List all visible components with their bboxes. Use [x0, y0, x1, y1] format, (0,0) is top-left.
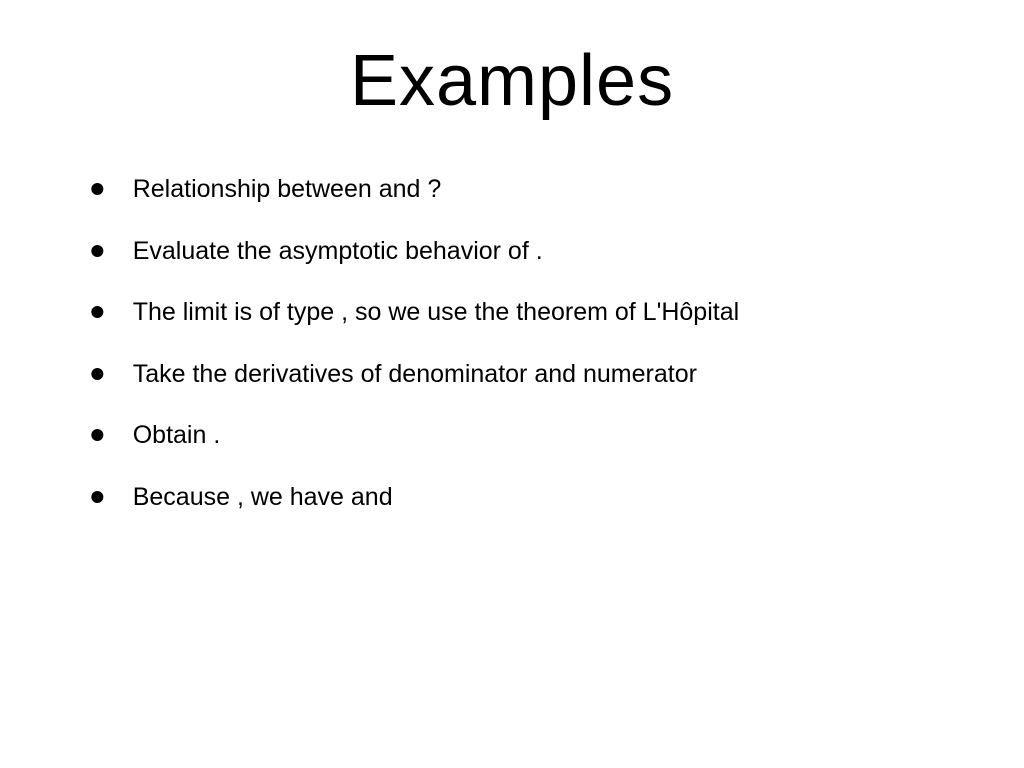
- bullet-text: Relationship between and ?: [133, 173, 442, 206]
- bullet-text: Take the derivatives of denominator and …: [133, 358, 697, 391]
- bullet-list: • Relationship between and ? • Evaluate …: [70, 172, 954, 513]
- bullet-text: Evaluate the asymptotic behavior of .: [133, 235, 543, 268]
- bullet-text: Because , we have and: [133, 481, 393, 514]
- bullet-text: Obtain .: [133, 419, 221, 452]
- list-item: • The limit is of type , so we use the t…: [90, 295, 954, 329]
- bullet-icon: •: [90, 240, 105, 261]
- slide-container: Examples • Relationship between and ? • …: [0, 0, 1024, 768]
- bullet-icon: •: [90, 486, 105, 507]
- list-item: • Take the derivatives of denominator an…: [90, 357, 954, 391]
- bullet-icon: •: [90, 363, 105, 384]
- list-item: • Obtain .: [90, 418, 954, 452]
- bullet-icon: •: [90, 178, 105, 199]
- slide-title: Examples: [70, 40, 954, 122]
- list-item: • Evaluate the asymptotic behavior of .: [90, 234, 954, 268]
- bullet-icon: •: [90, 424, 105, 445]
- bullet-icon: •: [90, 301, 105, 322]
- list-item: • Because , we have and: [90, 480, 954, 514]
- list-item: • Relationship between and ?: [90, 172, 954, 206]
- bullet-text: The limit is of type , so we use the the…: [133, 296, 739, 329]
